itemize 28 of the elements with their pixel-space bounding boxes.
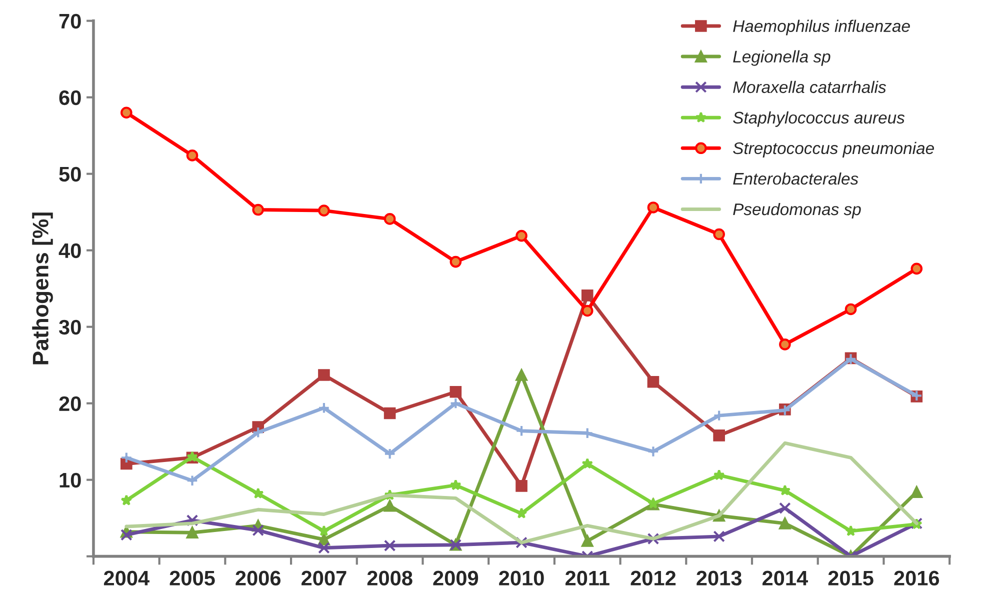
legend-label: Haemophilus influenzae — [733, 20, 910, 36]
y-axis-title: Pathogens [%] — [32, 212, 53, 364]
y-tick-label: 10 — [60, 472, 81, 488]
y-tick-label: 20 — [59, 396, 81, 412]
x-tick-label: 2016 — [894, 570, 940, 586]
x-tick-label: 2006 — [236, 570, 281, 586]
y-tick-label: 50 — [59, 166, 81, 182]
x-tick-label: 2012 — [630, 570, 676, 586]
x-tick-label: 2011 — [565, 570, 610, 586]
y-tick-label: 70 — [59, 14, 81, 29]
x-tick-label: 2008 — [367, 570, 412, 586]
legend-label: Enterobacterales — [733, 172, 858, 185]
legend-label: Staphylococcus aureus — [733, 111, 905, 127]
x-tick-label: 2009 — [433, 570, 478, 586]
x-tick-label: 2005 — [170, 570, 215, 586]
x-tick-label: 2013 — [696, 570, 742, 586]
y-tick-label: 60 — [59, 90, 81, 106]
y-tick-label: 30 — [58, 320, 81, 335]
legend-label: Pseudomonas sp — [733, 202, 861, 219]
x-tick-label: 2015 — [828, 570, 874, 586]
legend-label: Moraxella catarrhalis — [733, 80, 886, 94]
x-tick-label: 2004 — [104, 570, 150, 586]
y-tick-label: 40 — [58, 243, 81, 258]
legend-label: Legionella sp — [733, 50, 830, 66]
x-tick-label: 2014 — [762, 570, 808, 586]
x-tick-label: 2010 — [499, 570, 544, 586]
legend-label: Streptococcus pneumoniae — [733, 142, 934, 158]
x-tick-label: 2007 — [302, 570, 346, 586]
